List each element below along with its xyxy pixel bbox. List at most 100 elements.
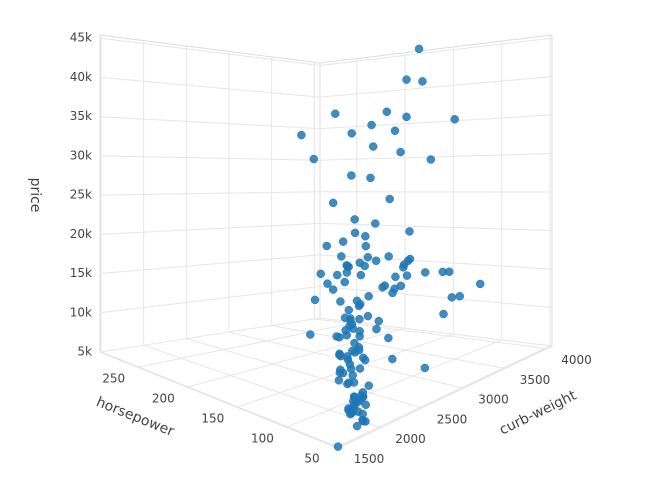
point [334,376,344,385]
point [310,295,320,305]
point [390,284,399,294]
grid-line [319,254,553,270]
grid-line [319,114,553,130]
point [414,44,424,54]
point [475,279,485,289]
point [364,381,374,390]
point [355,258,365,268]
y-tick-label: 150 [201,412,224,426]
grid-line [319,153,553,161]
point [347,171,356,180]
grid-line [99,254,321,275]
point [382,107,392,117]
z-tick-label: 35k [70,109,92,123]
grid-line [319,37,553,67]
grid-line [271,324,506,369]
point [340,277,349,287]
point [402,271,412,280]
grid-line [319,285,553,309]
y-tick-label: 50 [304,452,319,466]
point [426,155,436,164]
z-tick-label: 10k [70,305,92,319]
point [439,309,448,319]
grid-line [187,327,406,388]
point [316,269,325,279]
point [371,219,380,228]
grid-line [99,317,321,353]
point [363,252,373,262]
grid-line [319,76,553,98]
point [366,173,375,183]
point [333,442,343,451]
grid-line [100,351,340,448]
point [297,130,306,140]
point [342,352,352,361]
x-tick-label: 3500 [520,373,551,387]
point [444,267,454,277]
point [309,154,319,164]
z-tick-label: 45k [70,31,92,45]
point [347,129,356,138]
grid-line [99,37,321,67]
grid-line [186,338,423,409]
point [322,241,331,251]
point [328,285,338,294]
point [337,252,346,261]
point [355,314,364,324]
point [352,296,362,306]
point [343,379,352,389]
grid-line [99,191,321,196]
point [344,305,354,315]
point [367,120,376,130]
point [361,241,371,251]
x-axis-title: curb-weight [497,387,579,438]
y-tick-label: 200 [152,392,175,406]
point [420,268,430,277]
point [455,291,464,301]
grid-line [99,285,321,314]
point [306,330,315,339]
x-tick-label: 3000 [478,393,509,407]
x-tick-label: 2000 [395,432,426,446]
box-edge [99,351,339,449]
grid-line [137,321,357,368]
point [374,316,384,326]
point [338,368,348,378]
box-edge [337,345,553,449]
point [361,400,371,410]
point [420,363,430,373]
point [402,75,411,84]
point [336,297,345,306]
point [361,232,370,241]
point [390,126,400,136]
z-axis-title: price [27,178,43,213]
grid-line [99,116,321,130]
x-tick-label: 4000 [561,353,592,367]
point [338,237,348,246]
point [372,324,381,334]
point [344,262,353,272]
z-tick-label: 15k [70,266,92,280]
point [346,314,355,323]
point [355,364,365,373]
point [358,409,367,419]
point [350,348,360,357]
x-tick-label: 1500 [354,452,385,466]
point [350,228,360,238]
point [355,326,364,336]
grid-line [335,345,551,448]
grid-line [319,222,553,232]
point [450,115,459,124]
point [359,353,368,362]
x-tick-label: 2500 [437,412,468,426]
point [371,256,381,266]
box-edge [319,34,553,64]
y-tick-label: 100 [251,432,274,446]
point [364,291,373,301]
grid-line [143,344,381,429]
y-tick-label: 250 [102,372,125,386]
z-tick-label: 25k [70,188,92,202]
point [363,311,373,321]
point [405,227,414,236]
point [396,147,405,157]
